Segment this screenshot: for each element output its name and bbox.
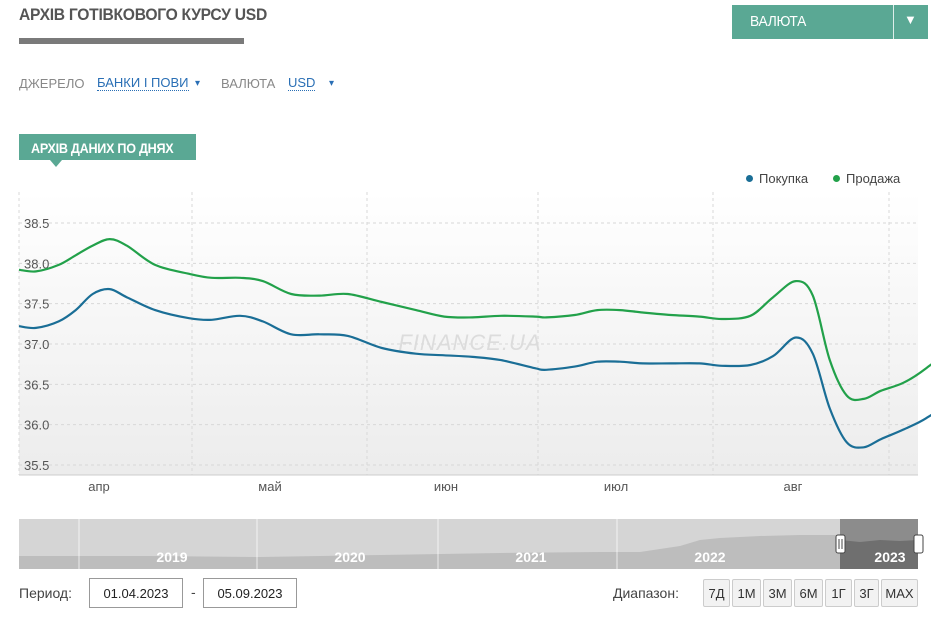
range-button-6m[interactable]: 6М bbox=[794, 579, 823, 607]
y-tick-label: 38.5 bbox=[24, 216, 49, 231]
series-lines bbox=[18, 238, 931, 449]
range-button-3y[interactable]: 3Г bbox=[854, 579, 879, 607]
x-axis-ticks: апр май июн июл авг bbox=[88, 479, 802, 494]
range-button-max[interactable]: MAX bbox=[881, 579, 918, 607]
navigator-selection-area bbox=[840, 540, 918, 569]
page-title: АРХІВ ГОТІВКОВОГО КУРСУ USD bbox=[19, 5, 267, 24]
y-axis-ticks: 35.5 36.0 36.5 37.0 37.5 38.0 38.5 bbox=[24, 216, 49, 473]
navigator-right-handle[interactable] bbox=[913, 534, 924, 554]
section-tag-label: АРХІВ ДАНИХ ПО ДНЯХ bbox=[31, 140, 174, 156]
date-to-input[interactable]: 05.09.2023 bbox=[203, 578, 297, 608]
currency-dropdown-button[interactable]: ВАЛЮТА ▼ bbox=[732, 5, 928, 39]
x-tick-label: апр bbox=[88, 479, 110, 494]
y-tick-label: 36.0 bbox=[24, 418, 49, 433]
y-tick-label: 37.5 bbox=[24, 297, 49, 312]
y-tick-label: 35.5 bbox=[24, 458, 49, 473]
range-button-3m[interactable]: 3М bbox=[763, 579, 792, 607]
currency-label: ВАЛЮТА bbox=[221, 76, 276, 91]
series-line-sell bbox=[18, 238, 931, 402]
range-button-1m[interactable]: 1М bbox=[732, 579, 761, 607]
watermark: FINANCE.UA bbox=[398, 330, 541, 355]
legend-label-sell: Продажа bbox=[846, 171, 901, 186]
date-from-input[interactable]: 01.04.2023 bbox=[89, 578, 183, 608]
plot-background bbox=[19, 192, 918, 475]
navigator-year-label: 2020 bbox=[334, 549, 365, 565]
navigator-year-label: 2021 bbox=[515, 549, 546, 565]
legend-item-sell[interactable]: Продажа bbox=[833, 171, 900, 186]
range-button-1y[interactable]: 1Г bbox=[825, 579, 852, 607]
legend-dot-sell bbox=[833, 175, 840, 182]
navigator-year-label: 2022 bbox=[694, 549, 725, 565]
navigator-years: 2019 2020 2021 2022 2023 bbox=[78, 519, 906, 569]
title-underline bbox=[19, 38, 244, 44]
legend-item-buy[interactable]: Покупка bbox=[746, 171, 808, 186]
navigator[interactable]: 2019 2020 2021 2022 2023 bbox=[19, 519, 924, 569]
source-select[interactable]: БАНКИ І ПОВИ bbox=[97, 75, 189, 91]
currency-button-divider bbox=[893, 5, 894, 39]
x-tick-label: авг bbox=[784, 479, 803, 494]
x-tick-label: май bbox=[258, 479, 281, 494]
y-tick-label: 36.5 bbox=[24, 377, 49, 392]
currency-button-label: ВАЛЮТА bbox=[750, 13, 807, 30]
source-dropdown-icon[interactable]: ▾ bbox=[195, 78, 201, 89]
period-separator: - bbox=[191, 584, 196, 600]
navigator-year-label: 2023 bbox=[874, 549, 905, 565]
series-line-buy bbox=[18, 287, 931, 449]
range-button-7d[interactable]: 7Д bbox=[703, 579, 730, 607]
currency-dropdown-icon[interactable]: ▾ bbox=[329, 78, 335, 89]
legend-label-buy: Покупка bbox=[759, 171, 809, 186]
y-tick-label: 38.0 bbox=[24, 256, 49, 271]
chevron-down-icon: ▼ bbox=[904, 12, 917, 27]
navigator-area bbox=[19, 535, 840, 569]
navigator-left-handle[interactable] bbox=[835, 534, 846, 554]
x-tick-label: июл bbox=[604, 479, 628, 494]
x-tick-label: июн bbox=[434, 479, 458, 494]
period-label: Период: bbox=[19, 585, 72, 601]
source-label: ДЖЕРЕЛО bbox=[19, 76, 85, 91]
legend-dot-buy bbox=[746, 175, 753, 182]
currency-select[interactable]: USD bbox=[288, 75, 316, 91]
y-tick-label: 37.0 bbox=[24, 337, 49, 352]
section-tag: АРХІВ ДАНИХ ПО ДНЯХ bbox=[19, 134, 196, 160]
navigator-year-label: 2019 bbox=[156, 549, 187, 565]
grid bbox=[18, 192, 918, 475]
range-label: Диапазон: bbox=[613, 585, 679, 601]
section-tag-pointer bbox=[50, 160, 62, 167]
